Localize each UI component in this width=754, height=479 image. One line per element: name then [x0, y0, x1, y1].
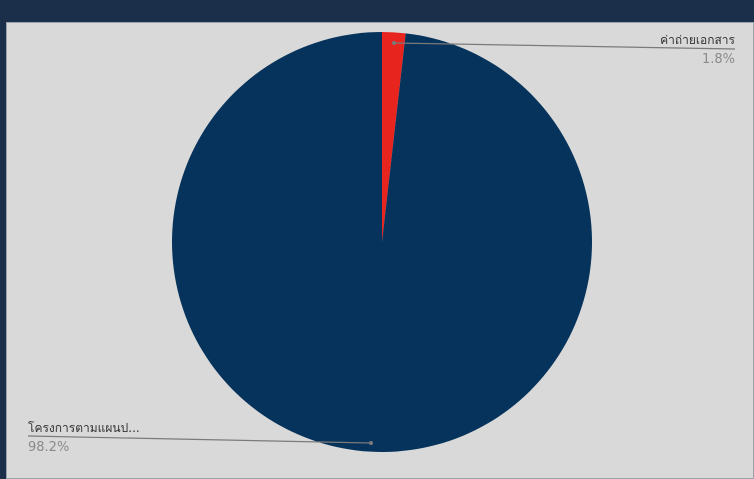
leader-segment-project	[27, 435, 372, 444]
pie-slice-project[interactable]	[172, 32, 593, 452]
slice-label-photocopy: ค่าถ่ายเอกสาร	[660, 33, 735, 47]
slice-percent-photocopy: 1.8%	[702, 52, 735, 67]
leader-line-photocopy	[392, 41, 736, 50]
slice-percent-project: 98.2%	[28, 440, 69, 455]
leader-line-project	[27, 435, 373, 445]
pie-slice-photocopy[interactable]	[382, 32, 406, 242]
leader-segment-photocopy	[393, 42, 736, 50]
slice-label-project: โครงการตามแผนป...	[28, 421, 140, 435]
